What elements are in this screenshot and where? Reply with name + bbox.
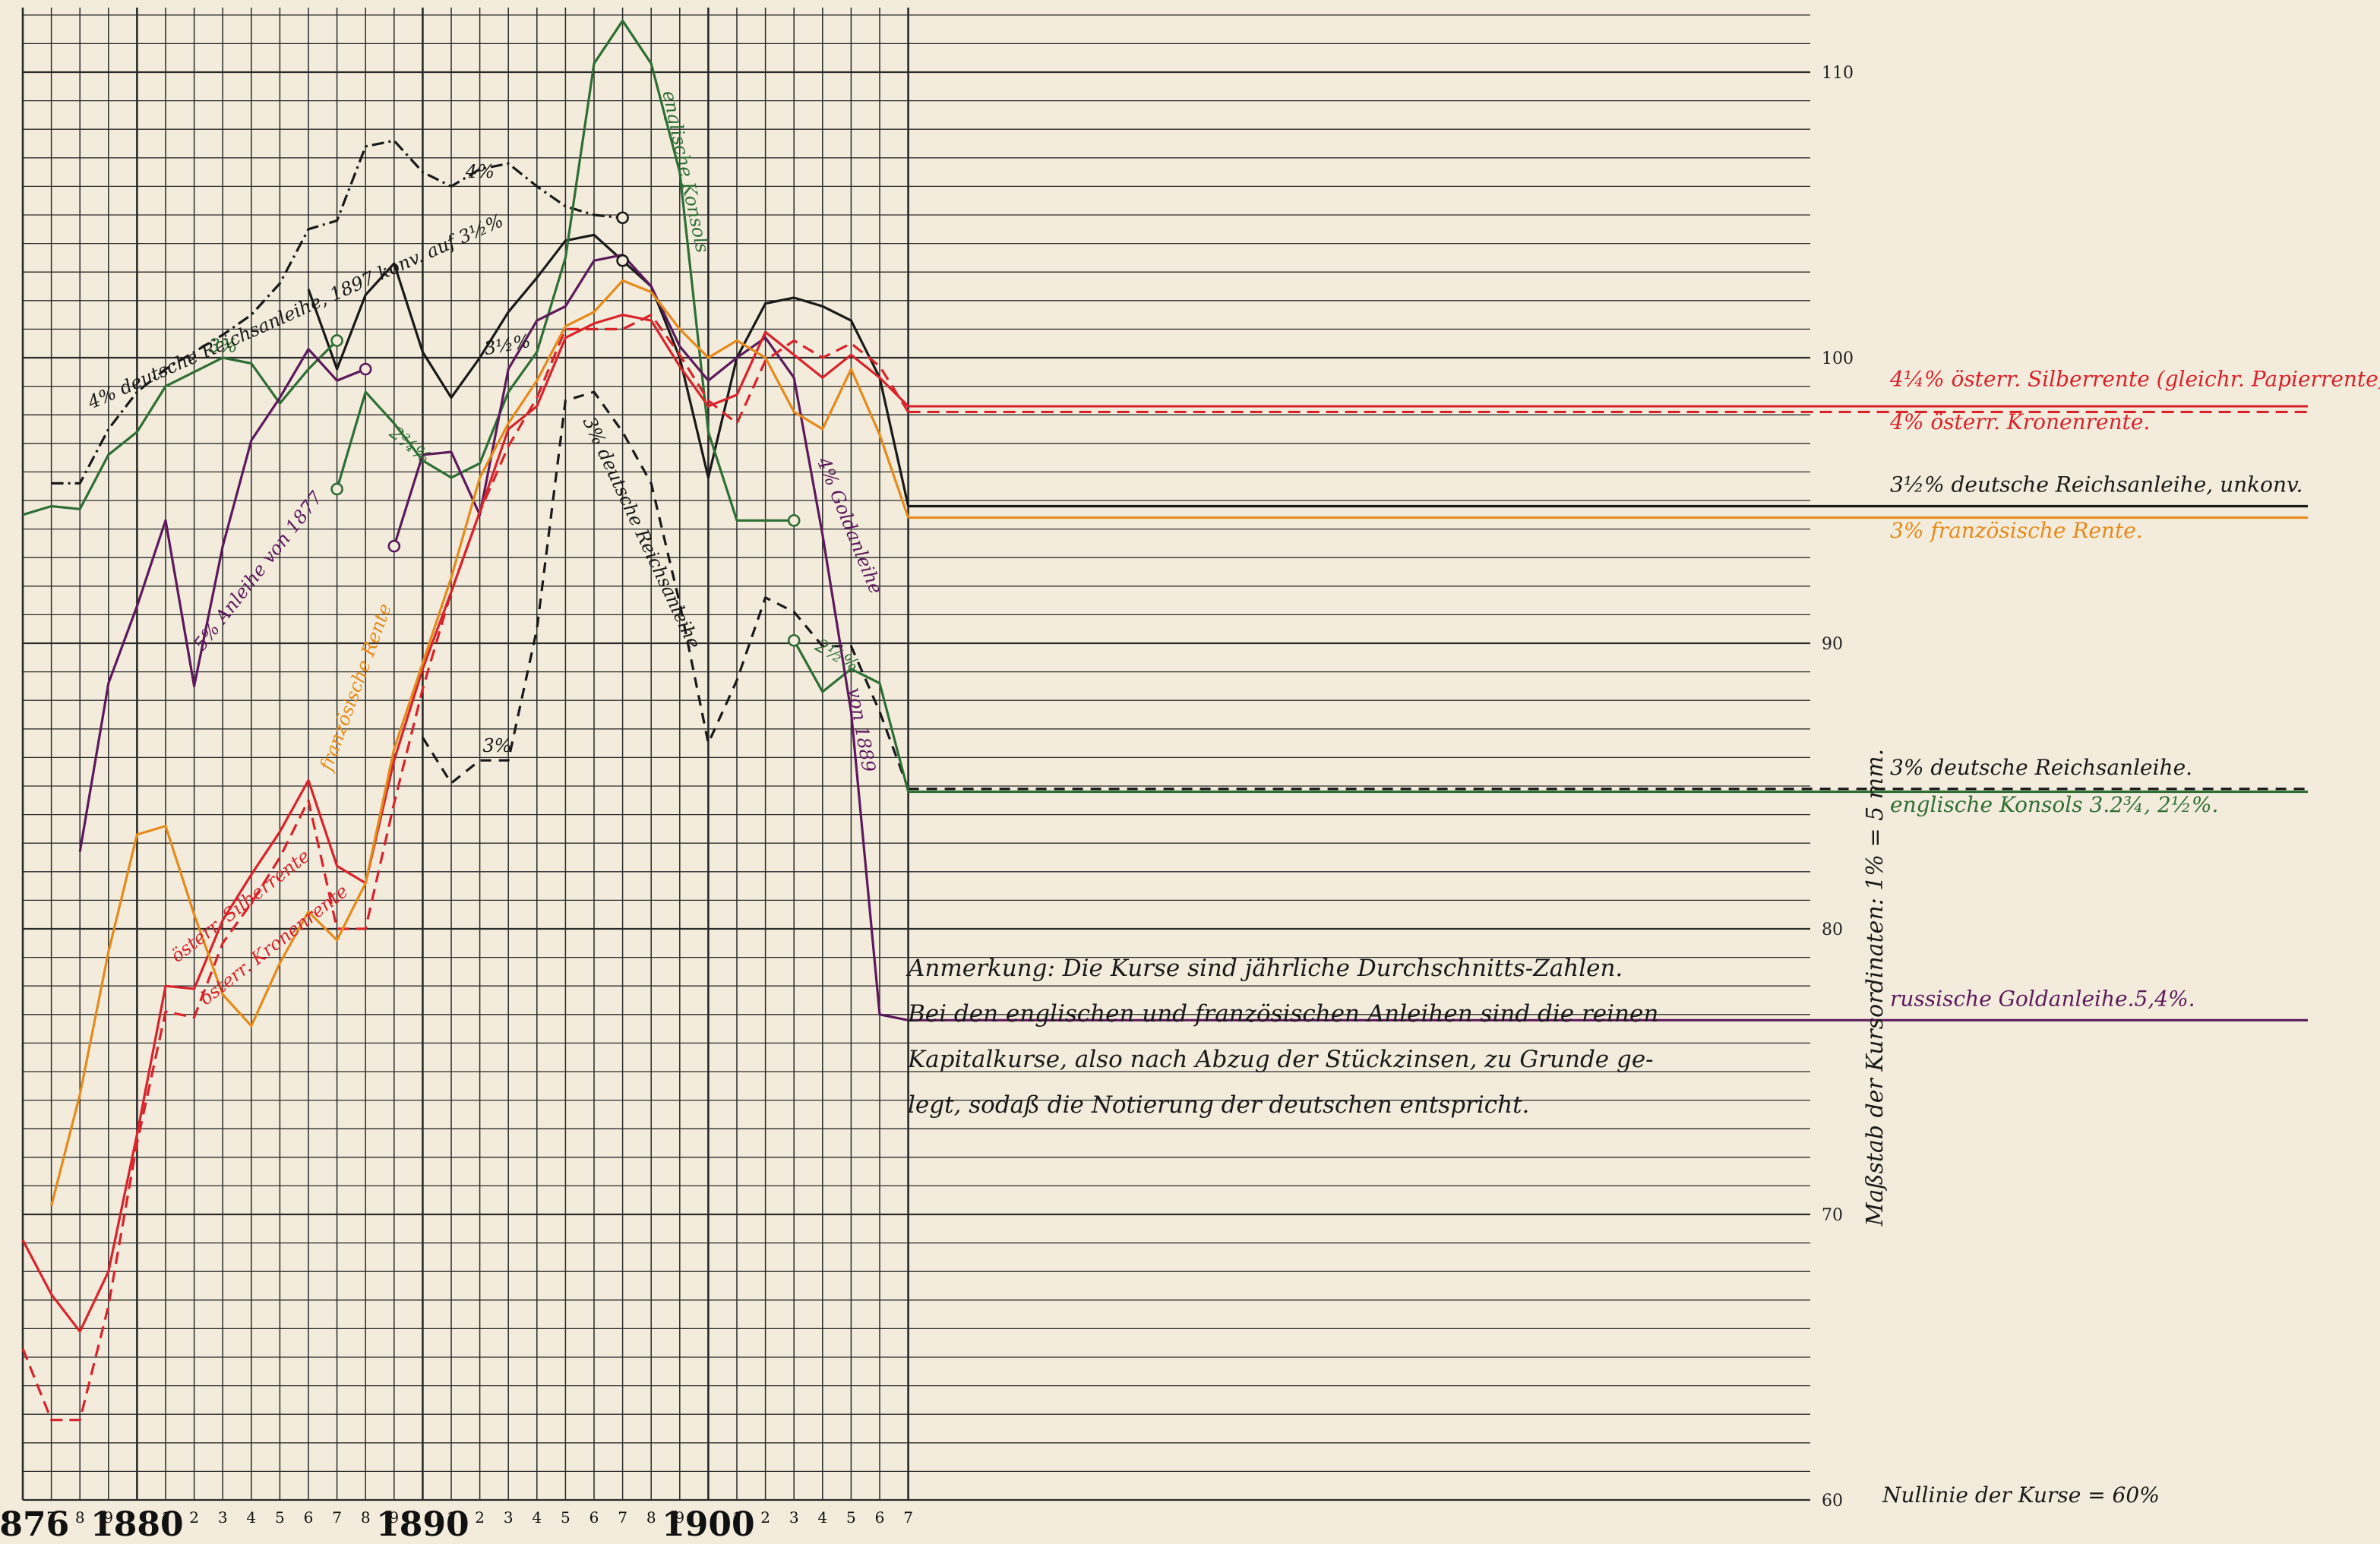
x-tick-label: 7 bbox=[903, 1508, 913, 1527]
series-annotation: 3% bbox=[208, 335, 237, 356]
x-tick-label: 8 bbox=[75, 1508, 85, 1527]
y-tick-label: 90 bbox=[1822, 635, 1843, 654]
series-marker bbox=[787, 514, 801, 527]
x-tick-label: 5 bbox=[846, 1508, 856, 1527]
series-lines bbox=[21, 19, 910, 1422]
legend-label: 4% österr. Kronenrente. bbox=[1889, 409, 2150, 434]
x-tick-label: 8 bbox=[646, 1508, 656, 1527]
x-tick-label: 5 bbox=[275, 1508, 285, 1527]
x-tick-label: 1876 bbox=[0, 1505, 69, 1544]
series-marker bbox=[787, 633, 801, 647]
series-line bbox=[336, 19, 795, 522]
series-line bbox=[22, 339, 338, 516]
x-tick-label: 7 bbox=[332, 1508, 342, 1527]
note-line-3: Kapitalkurse, also nach Abzug der Stückz… bbox=[907, 1046, 1654, 1073]
series-marker bbox=[387, 539, 401, 553]
grid bbox=[21, 8, 1810, 1501]
x-tick-label: 2 bbox=[760, 1508, 770, 1527]
series-extensions bbox=[908, 405, 2308, 1021]
x-tick-label: 2 bbox=[189, 1508, 199, 1527]
legend-label: 3% französische Rente. bbox=[1890, 518, 2143, 543]
note-line-1: Anmerkung: Die Kurse sind jährliche Durc… bbox=[906, 955, 1623, 982]
legend: 4¼% österr. Silberrente (gleichr. Papier… bbox=[1889, 367, 2380, 1012]
note-line-2: Bei den englischen und französischen Anl… bbox=[907, 1000, 1658, 1028]
y-axis-title: Maßstab der Kursordinaten: 1% = 5 mm. bbox=[1862, 749, 1889, 1227]
legend-label: russische Goldanleihe.5,4%. bbox=[1890, 987, 2195, 1012]
x-tick-label: 3 bbox=[218, 1508, 228, 1527]
note-line-4: legt, sodaß die Notierung der deutschen … bbox=[908, 1091, 1529, 1119]
y-tick-label: 110 bbox=[1822, 64, 1854, 83]
series-line bbox=[50, 279, 910, 1207]
x-tick-label: 9 bbox=[389, 1508, 399, 1527]
x-tick-label: 7 bbox=[618, 1508, 627, 1527]
x-tick-label: 1 bbox=[161, 1508, 171, 1527]
x-tick-label: 5 bbox=[561, 1508, 571, 1527]
x-tick-label: 1 bbox=[447, 1508, 457, 1527]
x-tick-label: 1890 bbox=[376, 1505, 469, 1544]
x-tick-label: 3 bbox=[504, 1508, 514, 1527]
series-line bbox=[792, 639, 910, 792]
axes: Maßstab der Kursordinaten: 1% = 5 mm. Nu… bbox=[0, 64, 2160, 1544]
y-tick-label: 80 bbox=[1822, 920, 1843, 939]
legend-label: 3% deutsche Reichsanleihe. bbox=[1890, 755, 2192, 780]
x-tick-label: 7 bbox=[46, 1508, 56, 1527]
legend-label: englische Konsols 3.2¾, 2½%. bbox=[1890, 792, 2218, 817]
series-marker bbox=[330, 482, 343, 496]
x-tick-label: 8 bbox=[361, 1508, 371, 1527]
x-tick-label: 4 bbox=[246, 1508, 256, 1527]
series-line bbox=[307, 233, 910, 507]
legend-label: 3½% deutsche Reichsanleihe, unkonv. bbox=[1890, 472, 2303, 497]
series-marker bbox=[616, 254, 629, 267]
series-markers bbox=[330, 211, 801, 647]
series-marker bbox=[359, 362, 372, 376]
baseline-label: Nullinie der Kurse = 60% bbox=[1882, 1482, 2160, 1508]
x-tick-label: 1 bbox=[732, 1508, 742, 1527]
x-tick-label: 6 bbox=[589, 1508, 599, 1527]
series-annotation: 4% bbox=[465, 161, 495, 182]
x-tick-label: 4 bbox=[532, 1508, 542, 1527]
series-marker bbox=[330, 334, 343, 347]
x-tick-label: 3 bbox=[789, 1508, 799, 1527]
series-line bbox=[78, 348, 366, 852]
x-tick-label: 6 bbox=[875, 1508, 885, 1527]
series-marker bbox=[616, 211, 629, 225]
x-tick-label: 2 bbox=[475, 1508, 485, 1527]
x-tick-label: 1880 bbox=[90, 1505, 183, 1544]
series-annotation: 3% bbox=[482, 735, 511, 756]
legend-label: 4¼% österr. Silberrente (gleichr. Papier… bbox=[1889, 367, 2380, 392]
y-tick-label: 100 bbox=[1822, 349, 1854, 368]
x-tick-label: 9 bbox=[103, 1508, 113, 1527]
x-tick-label: 4 bbox=[817, 1508, 827, 1527]
y-tick-label: 60 bbox=[1822, 1492, 1843, 1511]
x-tick-label: 6 bbox=[304, 1508, 314, 1527]
series-line bbox=[21, 314, 909, 1422]
x-tick-label: 9 bbox=[675, 1508, 684, 1527]
series-line bbox=[51, 139, 623, 485]
series-line bbox=[422, 390, 910, 790]
x-tick-label: 1900 bbox=[662, 1505, 754, 1544]
note-block: Anmerkung: Die Kurse sind jährliche Durc… bbox=[906, 955, 1658, 1119]
y-tick-label: 70 bbox=[1822, 1206, 1843, 1225]
